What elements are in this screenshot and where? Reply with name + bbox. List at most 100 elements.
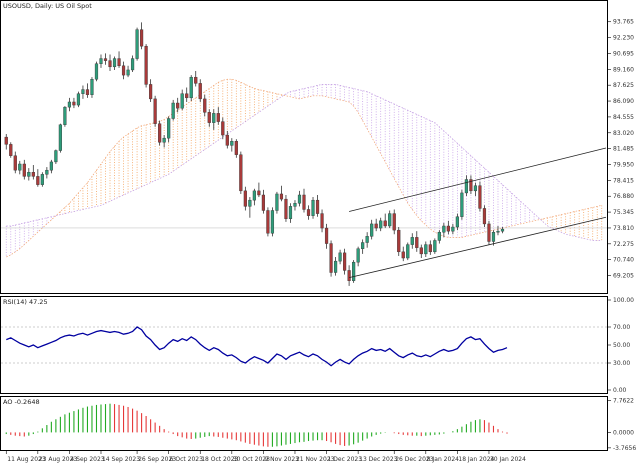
candle[interactable] <box>383 213 387 229</box>
candle[interactable] <box>261 189 265 214</box>
candle[interactable] <box>248 197 252 218</box>
candle[interactable] <box>18 160 22 175</box>
candle[interactable] <box>45 167 49 179</box>
candle[interactable] <box>90 77 94 98</box>
candle[interactable] <box>460 189 464 220</box>
candle[interactable] <box>257 182 261 198</box>
candle[interactable] <box>230 138 234 152</box>
candle[interactable] <box>162 135 166 148</box>
candle[interactable] <box>320 209 324 233</box>
candle[interactable] <box>491 230 496 246</box>
candle[interactable] <box>9 142 13 158</box>
candle[interactable] <box>234 139 238 158</box>
candle[interactable] <box>135 27 139 61</box>
candle[interactable] <box>194 70 198 87</box>
candle[interactable] <box>243 186 247 211</box>
candle[interactable] <box>496 225 500 236</box>
candle[interactable] <box>442 222 446 238</box>
candle[interactable] <box>311 197 315 219</box>
candle[interactable] <box>67 97 72 112</box>
candle[interactable] <box>121 61 126 80</box>
candle[interactable] <box>153 95 157 127</box>
candle[interactable] <box>167 116 171 143</box>
candle[interactable] <box>63 106 67 127</box>
candle[interactable] <box>203 94 207 117</box>
candle[interactable] <box>437 230 441 244</box>
candle[interactable] <box>379 217 383 232</box>
candle[interactable] <box>72 97 76 109</box>
candle[interactable] <box>198 79 202 102</box>
candle[interactable] <box>49 159 53 174</box>
candle[interactable] <box>352 260 356 283</box>
candle[interactable] <box>356 246 360 267</box>
candle[interactable] <box>180 89 184 111</box>
candle[interactable] <box>103 53 108 65</box>
candle[interactable] <box>158 120 162 146</box>
candle[interactable] <box>392 209 396 235</box>
candle[interactable] <box>370 219 374 240</box>
candle[interactable] <box>221 117 225 140</box>
candle[interactable] <box>189 75 193 101</box>
candle[interactable] <box>76 91 81 108</box>
candle[interactable] <box>388 210 392 229</box>
candle[interactable] <box>36 169 40 187</box>
rsi-pane[interactable] <box>0 296 608 394</box>
candle[interactable] <box>397 227 401 256</box>
rsi-line[interactable] <box>6 326 508 367</box>
candle[interactable] <box>239 151 243 194</box>
candle[interactable] <box>487 220 491 245</box>
candle[interactable] <box>433 238 437 254</box>
candle[interactable] <box>315 194 320 217</box>
candle[interactable] <box>324 223 329 249</box>
candle[interactable] <box>293 200 297 211</box>
candle[interactable] <box>284 194 288 222</box>
candle[interactable] <box>270 207 275 237</box>
candle[interactable] <box>216 107 220 125</box>
candle[interactable] <box>126 65 130 78</box>
candle[interactable] <box>225 130 229 149</box>
candle[interactable] <box>108 54 112 71</box>
candle[interactable] <box>455 213 459 231</box>
candle[interactable] <box>252 188 256 206</box>
candle[interactable] <box>410 233 414 249</box>
candle[interactable] <box>464 175 469 197</box>
channel-line[interactable] <box>349 147 607 212</box>
candle[interactable] <box>99 54 103 68</box>
candle[interactable] <box>81 85 85 99</box>
candle[interactable] <box>347 265 351 286</box>
candle[interactable] <box>406 242 410 261</box>
candle[interactable] <box>4 134 8 150</box>
candle[interactable] <box>144 44 148 88</box>
candle[interactable] <box>374 218 378 232</box>
candle[interactable] <box>329 240 333 277</box>
candle[interactable] <box>302 188 306 213</box>
candle[interactable] <box>185 87 189 102</box>
candle[interactable] <box>149 79 153 102</box>
candle[interactable] <box>446 220 450 235</box>
candle[interactable] <box>31 165 35 180</box>
candle[interactable] <box>415 231 419 252</box>
candle[interactable] <box>58 123 62 153</box>
candle[interactable] <box>207 109 211 127</box>
candle[interactable] <box>212 109 216 130</box>
candle[interactable] <box>112 56 117 70</box>
candle[interactable] <box>297 190 302 207</box>
candle[interactable] <box>500 227 505 234</box>
channel-line[interactable] <box>349 216 607 279</box>
candle[interactable] <box>54 149 58 164</box>
candle[interactable] <box>85 83 90 98</box>
candle[interactable] <box>279 185 284 202</box>
candle[interactable] <box>266 207 270 237</box>
candle[interactable] <box>419 244 423 259</box>
candle[interactable] <box>176 97 180 113</box>
candle[interactable] <box>117 51 121 68</box>
candle[interactable] <box>333 256 338 276</box>
candle[interactable] <box>22 159 26 180</box>
candle[interactable] <box>94 61 99 82</box>
candle[interactable] <box>139 22 144 50</box>
candle[interactable] <box>171 99 175 121</box>
candle[interactable] <box>428 240 432 255</box>
candle[interactable] <box>275 191 279 214</box>
